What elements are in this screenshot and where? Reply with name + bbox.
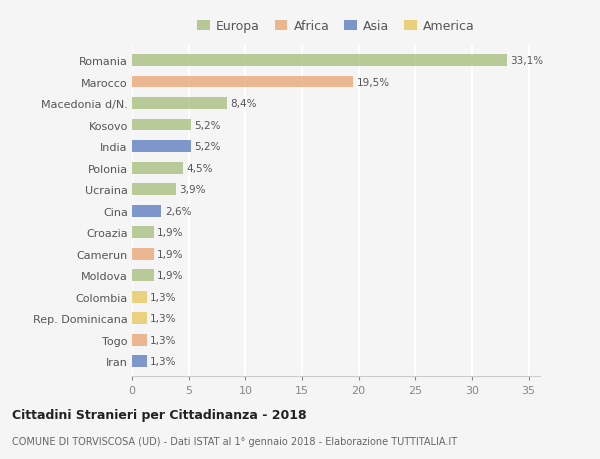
Bar [132,184,176,196]
Text: 1,9%: 1,9% [157,228,184,238]
Bar [132,248,154,260]
Text: COMUNE DI TORVISCOSA (UD) - Dati ISTAT al 1° gennaio 2018 - Elaborazione TUTTITA: COMUNE DI TORVISCOSA (UD) - Dati ISTAT a… [12,436,457,446]
Text: 1,9%: 1,9% [157,270,184,280]
Bar [132,55,507,67]
Legend: Europa, Africa, Asia, America: Europa, Africa, Asia, America [197,20,475,33]
Bar [132,291,147,303]
Text: 1,3%: 1,3% [150,356,176,366]
Text: 8,4%: 8,4% [230,99,257,109]
Text: 2,6%: 2,6% [165,206,191,216]
Bar [132,227,154,239]
Text: 5,2%: 5,2% [194,120,221,130]
Text: 1,3%: 1,3% [150,292,176,302]
Text: 1,3%: 1,3% [150,313,176,324]
Text: 1,3%: 1,3% [150,335,176,345]
Text: 33,1%: 33,1% [511,56,544,66]
Bar [132,98,227,110]
Bar [132,269,154,281]
Bar [132,334,147,346]
Text: Cittadini Stranieri per Cittadinanza - 2018: Cittadini Stranieri per Cittadinanza - 2… [12,409,307,421]
Text: 3,9%: 3,9% [179,185,206,195]
Text: 19,5%: 19,5% [356,78,389,87]
Bar [132,313,147,325]
Bar [132,119,191,131]
Bar [132,162,183,174]
Text: 1,9%: 1,9% [157,249,184,259]
Bar [132,205,161,217]
Bar [132,77,353,88]
Text: 5,2%: 5,2% [194,142,221,152]
Bar [132,141,191,153]
Text: 4,5%: 4,5% [187,163,213,173]
Bar [132,355,147,367]
